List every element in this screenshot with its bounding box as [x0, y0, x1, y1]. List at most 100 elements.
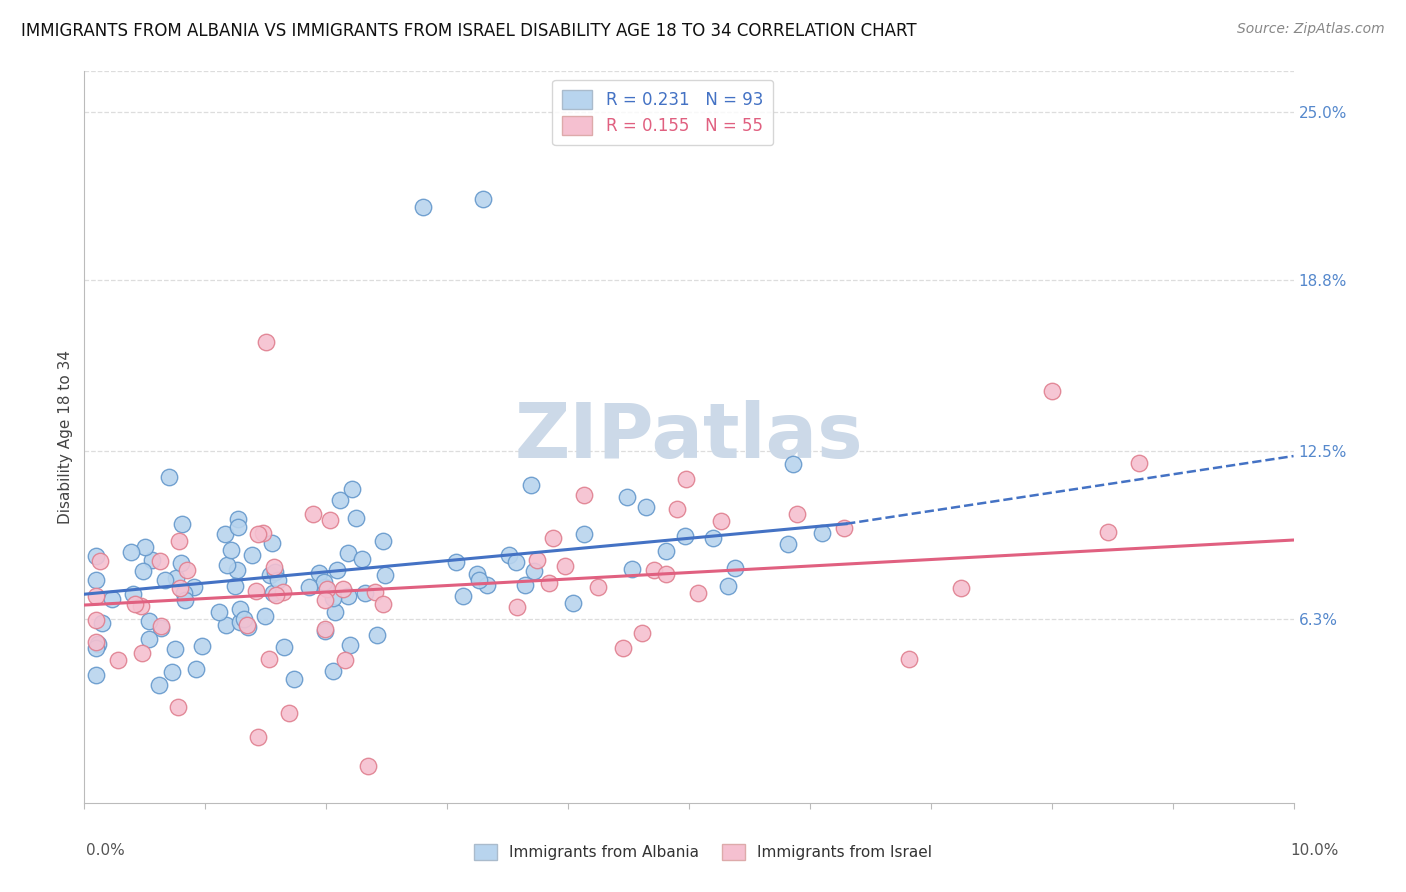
Point: [335, 653, 357, 667]
Point: [717, 579, 740, 593]
Point: [86, 641, 108, 656]
Point: [412, 200, 434, 214]
Point: [183, 580, 205, 594]
Point: [215, 618, 238, 632]
Text: IMMIGRANTS FROM ALBANIA VS IMMIGRANTS FROM ISRAEL DISABILITY AGE 18 TO 34 CORREL: IMMIGRANTS FROM ALBANIA VS IMMIGRANTS FR…: [21, 22, 917, 40]
Point: [541, 531, 564, 545]
Point: [245, 584, 267, 599]
Point: [264, 588, 287, 602]
Point: [451, 589, 474, 603]
Point: [229, 615, 252, 629]
Point: [654, 567, 676, 582]
Point: [308, 566, 330, 580]
Point: [467, 573, 489, 587]
Point: [89, 553, 111, 567]
Point: [337, 546, 360, 560]
Point: [86, 637, 108, 651]
Point: [236, 620, 259, 634]
Point: [165, 571, 187, 585]
Point: [232, 612, 254, 626]
Point: [314, 624, 336, 639]
Point: [724, 561, 747, 575]
Point: [224, 579, 246, 593]
Point: [138, 632, 160, 646]
Point: [190, 639, 212, 653]
Point: [675, 472, 697, 486]
Text: 10.0%: 10.0%: [1291, 843, 1339, 858]
Point: [444, 555, 467, 569]
Point: [526, 553, 548, 567]
Point: [353, 586, 375, 600]
Point: [786, 508, 808, 522]
Point: [86, 589, 108, 603]
Point: [631, 626, 654, 640]
Point: [312, 575, 335, 590]
Point: [86, 668, 108, 682]
Point: [160, 665, 183, 679]
Point: [259, 568, 281, 582]
Point: [252, 525, 274, 540]
Point: [498, 548, 520, 562]
Point: [120, 545, 142, 559]
Point: [86, 613, 108, 627]
Legend: R = 0.231   N = 93, R = 0.155   N = 55: R = 0.231 N = 93, R = 0.155 N = 55: [553, 79, 773, 145]
Point: [572, 527, 595, 541]
Point: [91, 616, 114, 631]
Point: [225, 563, 247, 577]
Point: [643, 563, 665, 577]
Point: [776, 537, 799, 551]
Point: [811, 526, 834, 541]
Point: [620, 561, 643, 575]
Text: 0.0%: 0.0%: [86, 843, 125, 858]
Point: [373, 534, 395, 549]
Point: [340, 482, 363, 496]
Point: [150, 621, 173, 635]
Point: [283, 672, 305, 686]
Point: [897, 652, 920, 666]
Point: [301, 507, 323, 521]
Point: [616, 490, 638, 504]
Point: [561, 596, 583, 610]
Point: [263, 566, 285, 580]
Point: [173, 592, 195, 607]
Point: [262, 586, 284, 600]
Point: [318, 513, 340, 527]
Y-axis label: Disability Age 18 to 34: Disability Age 18 to 34: [58, 350, 73, 524]
Point: [107, 653, 129, 667]
Point: [131, 646, 153, 660]
Point: [170, 516, 193, 531]
Point: [572, 488, 595, 502]
Point: [782, 457, 804, 471]
Point: [134, 541, 156, 555]
Point: [1040, 384, 1063, 398]
Point: [315, 582, 337, 597]
Point: [278, 706, 301, 721]
Point: [506, 599, 529, 614]
Point: [148, 554, 170, 568]
Point: [465, 567, 488, 582]
Point: [472, 192, 495, 206]
Point: [366, 627, 388, 641]
Point: [263, 560, 285, 574]
Point: [686, 586, 709, 600]
Point: [86, 635, 108, 649]
Point: [246, 527, 269, 541]
Point: [141, 552, 163, 566]
Point: [314, 592, 336, 607]
Point: [101, 592, 124, 607]
Point: [176, 563, 198, 577]
Point: [149, 619, 172, 633]
Point: [325, 563, 347, 577]
Point: [702, 531, 724, 545]
Point: [121, 586, 143, 600]
Point: [832, 521, 855, 535]
Point: [86, 549, 108, 564]
Point: [357, 759, 380, 773]
Point: [124, 597, 146, 611]
Point: [339, 638, 361, 652]
Point: [155, 574, 177, 588]
Point: [267, 573, 290, 587]
Point: [214, 526, 236, 541]
Point: [538, 576, 561, 591]
Point: [208, 605, 231, 619]
